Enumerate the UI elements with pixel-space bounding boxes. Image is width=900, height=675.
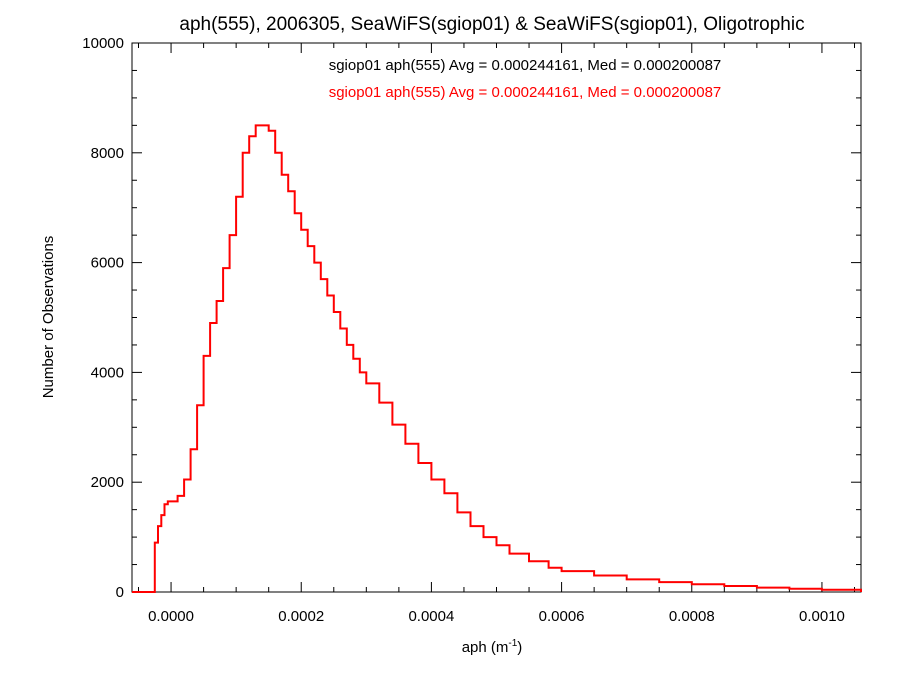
legend-entry-black: sgiop01 aph(555) Avg = 0.000244161, Med …	[329, 57, 722, 74]
y-axis-label: Number of Observations	[40, 236, 57, 399]
plot-frame	[131, 42, 862, 593]
x-tick-label: 0.0000	[148, 608, 194, 625]
x-axis-label-close: )	[517, 639, 522, 656]
y-tick-label: 0	[116, 584, 124, 601]
y-axis: 0 2000 4000 6000 8000 10000	[82, 35, 861, 601]
x-tick-label: 0.0006	[539, 608, 585, 625]
y-tick-label: 8000	[91, 145, 124, 162]
y-tick-label: 10000	[82, 35, 124, 52]
y-tick-label: 2000	[91, 474, 124, 491]
x-axis-label-sup: -1	[508, 638, 517, 649]
x-axis: 0.0000 0.0002 0.0004 0.0006 0.0008 0.0010	[138, 43, 855, 625]
chart-title: aph(555), 2006305, SeaWiFS(sgiop01) & Se…	[179, 14, 804, 35]
x-tick-label: 0.0002	[278, 608, 324, 625]
x-tick-label: 0.0010	[799, 608, 845, 625]
x-axis-label: aph (m-1)	[462, 638, 523, 656]
x-tick-label: 0.0008	[669, 608, 715, 625]
y-tick-label: 6000	[91, 255, 124, 272]
y-tick-label: 4000	[91, 364, 124, 381]
x-tick-label: 0.0004	[408, 608, 454, 625]
legend-entry-red: sgiop01 aph(555) Avg = 0.000244161, Med …	[329, 84, 722, 101]
x-axis-label-main: aph (m	[462, 639, 509, 656]
histogram-series-line	[132, 124, 862, 593]
